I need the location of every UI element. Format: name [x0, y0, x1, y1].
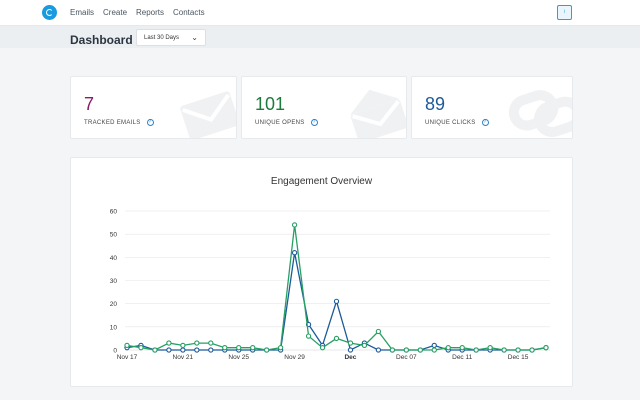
data-point: [333, 298, 340, 304]
x-tick-label: Nov 17: [117, 354, 138, 361]
data-point: [375, 347, 382, 353]
x-tick-label: Nov 29: [284, 354, 305, 361]
stat-label: TRACKED EMAILS?: [84, 119, 154, 126]
data-point: [277, 345, 284, 351]
page-title: Dashboard: [70, 33, 133, 47]
y-tick-label: 0: [113, 348, 117, 355]
stat-card-tracked-emails: 7 TRACKED EMAILS?: [70, 76, 237, 139]
data-point: [291, 250, 298, 256]
stat-value: 101: [255, 94, 286, 114]
data-point: [431, 347, 437, 353]
open-envelope-icon: [350, 89, 406, 138]
data-point: [431, 342, 437, 349]
stat-label-text: TRACKED EMAILS: [84, 120, 141, 127]
y-tick-label: 20: [110, 301, 118, 308]
stat-label-text: UNIQUE CLICKS: [425, 120, 476, 127]
data-point: [194, 340, 200, 346]
data-point: [250, 345, 256, 351]
help-icon[interactable]: ?: [146, 119, 154, 126]
help-icon[interactable]: ?: [481, 119, 489, 126]
date-range-select[interactable]: Last 30 Days ⌄: [136, 29, 206, 46]
stat-value: 89: [425, 94, 446, 114]
stat-card-unique-clicks: 89 UNIQUE CLICKS?: [411, 76, 573, 139]
nav-reports[interactable]: Reports: [136, 8, 165, 17]
data-point: [152, 347, 158, 353]
data-point: [417, 347, 423, 353]
data-point: [291, 222, 298, 228]
nav-contacts[interactable]: Contacts: [173, 8, 205, 17]
x-tick-label: Nov 21: [173, 354, 194, 361]
stat-label: UNIQUE CLICKS?: [425, 119, 489, 126]
app-logo-icon[interactable]: [42, 5, 57, 20]
date-range-value: Last 30 Days: [144, 35, 180, 41]
data-point: [543, 345, 549, 351]
data-point: [180, 347, 186, 353]
data-point: [515, 347, 521, 353]
x-tick-label: Dec 15: [508, 354, 529, 361]
data-point: [138, 345, 144, 351]
data-point: [166, 347, 172, 353]
series-line-1: [126, 224, 547, 351]
data-point: [529, 347, 535, 353]
data-point: [361, 342, 368, 349]
y-tick-label: 10: [110, 324, 118, 331]
data-point: [194, 347, 200, 353]
stat-label-text: UNIQUE OPENS: [255, 120, 305, 127]
top-navigation: Emails Create Reports Contacts i: [0, 0, 640, 26]
data-point: [375, 328, 382, 335]
x-tick-label: Dec: [344, 354, 356, 361]
user-menu-button[interactable]: i: [557, 5, 572, 20]
data-point: [236, 345, 242, 351]
help-icon[interactable]: ?: [310, 119, 318, 126]
y-tick-label: 60: [110, 209, 118, 216]
x-tick-label: Nov 25: [228, 354, 249, 361]
y-tick-label: 30: [110, 278, 118, 285]
data-point: [124, 342, 130, 349]
data-point: [208, 347, 214, 353]
data-point: [459, 345, 465, 351]
stat-label: UNIQUE OPENS?: [255, 119, 318, 126]
data-point: [166, 340, 172, 346]
link-icon: [508, 90, 572, 137]
data-point: [180, 342, 186, 349]
data-point: [347, 340, 354, 346]
data-point: [473, 347, 479, 353]
data-point: [501, 347, 507, 353]
data-point: [264, 347, 270, 353]
engagement-chart-card: Engagement Overview 0 10 20 30 40 50 60 Nov 17 N…: [70, 157, 573, 387]
y-tick-label: 50: [110, 232, 118, 239]
x-tick-label: Dec 11: [452, 354, 472, 361]
nav-create[interactable]: Create: [103, 8, 128, 17]
engagement-line-chart: 0 10 20 30 40 50 60 Nov 17 Nov 21 Nov 25 Nov 29 Dec…: [110, 209, 550, 361]
data-point: [347, 347, 354, 353]
nav-emails[interactable]: Emails: [70, 8, 95, 17]
data-point: [445, 345, 451, 351]
data-point: [305, 333, 312, 339]
data-point: [333, 335, 340, 342]
data-point: [487, 345, 493, 351]
stat-card-unique-opens: 101 UNIQUE OPENS?: [241, 76, 407, 139]
data-point: [222, 345, 228, 351]
data-point: [319, 345, 326, 351]
data-point: [389, 347, 396, 353]
data-point: [208, 340, 214, 346]
x-tick-label: Dec 07: [396, 354, 417, 361]
stat-value: 7: [84, 94, 95, 114]
y-tick-label: 40: [110, 255, 118, 262]
envelope-icon: [180, 91, 236, 138]
chevron-down-icon: ⌄: [191, 33, 198, 42]
chart-title: Engagement Overview: [270, 176, 373, 187]
data-point: [403, 347, 409, 353]
